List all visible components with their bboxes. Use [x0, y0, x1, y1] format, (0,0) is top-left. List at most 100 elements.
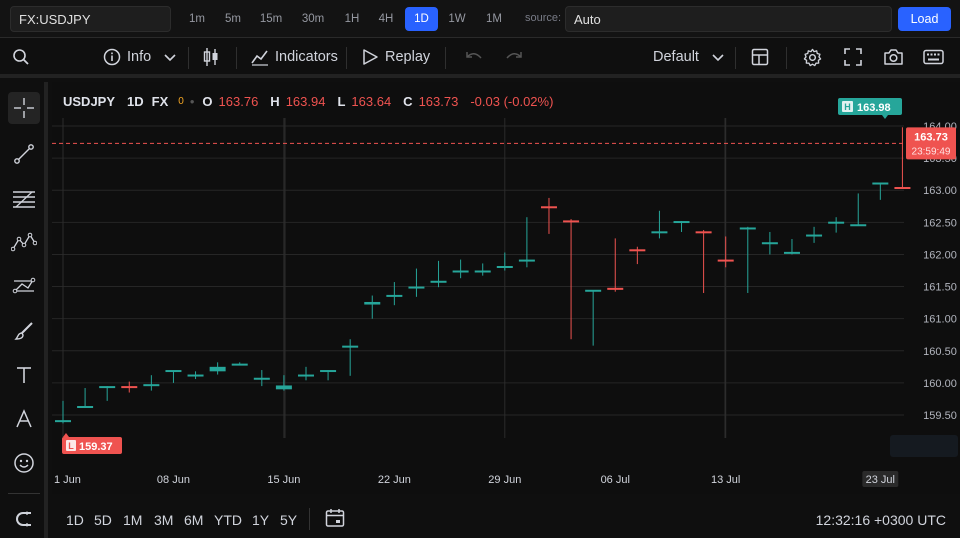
interval-1mo[interactable]: 1M — [486, 13, 502, 25]
candle-body[interactable] — [828, 221, 845, 224]
candle-body[interactable] — [607, 287, 624, 290]
candle-body[interactable] — [474, 270, 491, 273]
interval-30m[interactable]: 30m — [301, 13, 325, 25]
layout-select[interactable]: Default — [653, 38, 725, 76]
range-1y[interactable]: 1Y — [252, 512, 270, 528]
high-badge-value: 163.98 — [857, 102, 891, 114]
range-6m[interactable]: 6M — [184, 512, 204, 528]
candle-body[interactable] — [651, 231, 668, 234]
interval-1m[interactable]: 1m — [189, 13, 205, 25]
candle-body[interactable] — [209, 366, 226, 372]
range-ytd[interactable]: YTD — [214, 512, 242, 528]
candle-body[interactable] — [364, 301, 381, 305]
candle-body[interactable] — [187, 374, 204, 377]
range-3m[interactable]: 3M — [154, 512, 174, 528]
candle-body[interactable] — [894, 187, 911, 190]
interval-4h[interactable]: 4H — [378, 13, 394, 25]
range-1d[interactable]: 1D — [66, 512, 84, 528]
candle-body[interactable] — [695, 231, 712, 234]
layout-button[interactable] — [751, 38, 769, 76]
forecast-tool[interactable] — [8, 270, 40, 302]
hotkeys-button[interactable] — [923, 38, 944, 76]
candle-body[interactable] — [850, 224, 867, 227]
candle-body[interactable] — [496, 266, 513, 269]
candle-body[interactable] — [872, 182, 889, 185]
symbol-input[interactable]: FX:USDJPY — [10, 6, 171, 32]
legend-interval: 1D — [127, 93, 144, 109]
candle-body[interactable] — [320, 370, 337, 373]
candle-body[interactable] — [275, 385, 292, 390]
legend-change: -0.03 (-0.02%) — [470, 93, 554, 109]
candle-body[interactable] — [739, 227, 756, 230]
chevron-down-icon[interactable] — [163, 50, 177, 64]
replay-button[interactable]: Replay — [361, 38, 430, 76]
candle-body[interactable] — [430, 280, 447, 283]
interval-15m[interactable]: 15m — [259, 13, 283, 25]
candle-body[interactable] — [408, 286, 425, 289]
y-tick-label: 161.50 — [923, 282, 957, 294]
range-1m[interactable]: 1M — [123, 512, 143, 528]
candle-body[interactable] — [452, 270, 469, 273]
chart-type-button[interactable] — [202, 38, 220, 76]
range-5d[interactable]: 5D — [94, 512, 112, 528]
candle-body[interactable] — [342, 345, 359, 348]
legend-dot: • — [189, 93, 195, 109]
text-tool[interactable] — [8, 359, 40, 391]
candle-body[interactable] — [629, 249, 646, 252]
trend-line-tool[interactable] — [8, 138, 40, 170]
candle-body[interactable] — [77, 406, 94, 409]
legend-low-key: L — [337, 93, 346, 109]
candle-body[interactable] — [563, 220, 580, 223]
interval-1d[interactable]: 1D — [405, 7, 438, 31]
fullscreen-button[interactable] — [844, 38, 862, 76]
emoji-tool[interactable] — [8, 447, 40, 479]
crosshair-tool[interactable] — [8, 92, 40, 124]
magnet-tool[interactable] — [8, 504, 40, 536]
candle-body[interactable] — [253, 377, 270, 380]
candle-body[interactable] — [231, 363, 248, 366]
candle-body[interactable] — [761, 242, 778, 245]
interval-5m[interactable]: 5m — [225, 13, 241, 25]
redo-button[interactable] — [504, 38, 524, 76]
candle-body[interactable] — [540, 206, 557, 209]
play-icon — [361, 48, 379, 66]
candle-body[interactable] — [806, 234, 823, 237]
search-button[interactable] — [12, 38, 30, 76]
interval-1h[interactable]: 1H — [344, 13, 360, 25]
settings-button[interactable] — [803, 38, 822, 76]
candle-body[interactable] — [783, 251, 800, 254]
indicators-label: Indicators — [275, 49, 338, 65]
candle-body[interactable] — [55, 420, 71, 423]
candle-body[interactable] — [143, 384, 160, 387]
y-tick-label: 162.50 — [923, 217, 957, 229]
candle-body[interactable] — [165, 370, 182, 373]
y-tick-label: 163.00 — [923, 185, 957, 197]
brush-tool[interactable] — [8, 315, 40, 347]
candlestick-chart[interactable]: 164.00163.50163.00162.50162.00161.50161.… — [52, 82, 960, 494]
load-button[interactable]: Load — [898, 7, 951, 31]
chart-pane[interactable]: 164.00163.50163.00162.50162.00161.50161.… — [52, 82, 960, 494]
candle-body[interactable] — [585, 289, 602, 292]
low-badge-value: 159.37 — [79, 441, 113, 453]
candle-body[interactable] — [99, 386, 116, 389]
go-to-date-button[interactable] — [325, 508, 345, 530]
layout-icon — [751, 48, 769, 66]
candle-body[interactable] — [673, 221, 690, 224]
font-tool[interactable] — [8, 403, 40, 435]
source-select[interactable]: Auto — [565, 6, 892, 32]
scale-controls[interactable] — [890, 435, 958, 457]
candle-body[interactable] — [121, 386, 138, 389]
screenshot-button[interactable] — [883, 38, 904, 76]
fib-tool[interactable] — [8, 183, 40, 215]
candle-body[interactable] — [297, 374, 314, 377]
interval-1w[interactable]: 1W — [448, 13, 466, 25]
candle-body[interactable] — [717, 259, 734, 262]
undo-button[interactable] — [464, 38, 484, 76]
candle-body[interactable] — [518, 259, 535, 262]
indicators-icon — [251, 48, 269, 66]
indicators-button[interactable]: Indicators — [251, 38, 338, 76]
info-button[interactable]: Info — [103, 38, 177, 76]
candle-body[interactable] — [386, 294, 403, 297]
range-5y[interactable]: 5Y — [280, 512, 298, 528]
pattern-tool[interactable] — [8, 225, 40, 257]
